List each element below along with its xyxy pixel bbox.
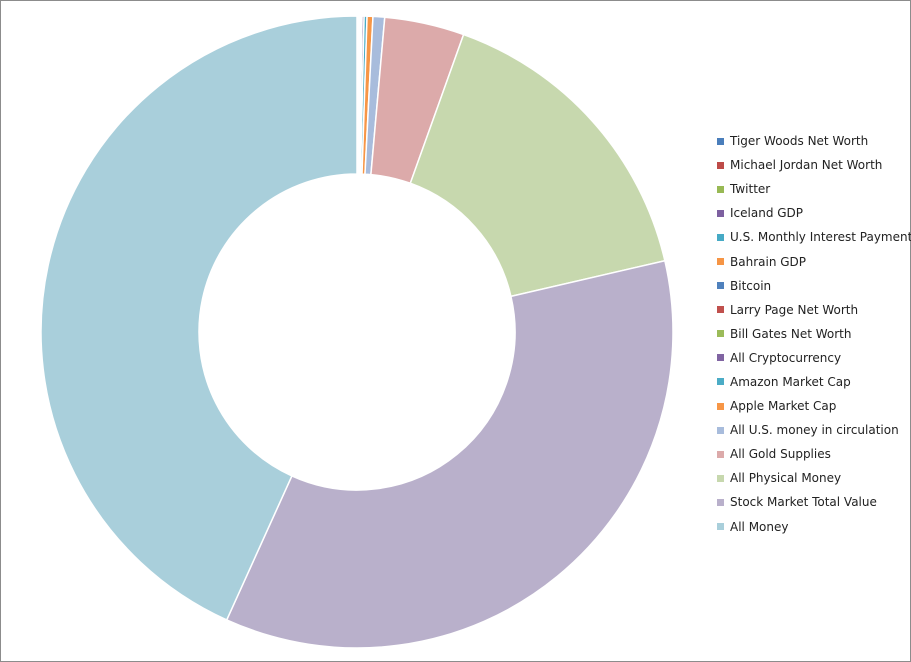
legend-label: Apple Market Cap [730,399,837,414]
legend-swatch [717,258,724,266]
legend-swatch [717,498,724,506]
legend-label: Twitter [730,182,771,197]
legend-label: Amazon Market Cap [730,374,851,389]
slice-all-money [40,15,358,621]
legend-swatch [717,450,724,458]
legend-item: Bahrain GDP [717,249,907,273]
slice-all-physical-money [409,33,666,298]
legend-label: Iceland GDP [730,206,804,221]
legend-swatch [717,137,724,145]
legend-swatch [717,209,724,217]
legend-swatch [717,474,724,482]
legend-label: All Gold Supplies [730,447,831,462]
legend-swatch [717,426,724,434]
legend-item: All Cryptocurrency [717,346,907,370]
legend-item: Michael Jordan Net Worth [717,153,907,177]
legend-swatch [717,354,724,362]
legend-item: All Physical Money [717,466,907,490]
legend-label: All Cryptocurrency [730,350,842,365]
legend-item: Bill Gates Net Worth [717,322,907,346]
legend-item: Twitter [717,177,907,201]
legend-label: Bahrain GDP [730,254,807,269]
legend-label: All Money [730,519,789,534]
legend-label: All Physical Money [730,471,842,486]
legend-label: Stock Market Total Value [730,495,877,510]
legend-swatch [717,282,724,290]
legend-label: Larry Page Net Worth [730,302,859,317]
legend-item: Iceland GDP [717,201,907,225]
legend-item: All U.S. money in circulation [717,418,907,442]
legend-item: Apple Market Cap [717,394,907,418]
legend-swatch [717,402,724,410]
legend-label: Michael Jordan Net Worth [730,158,883,173]
legend-item: Stock Market Total Value [717,490,907,514]
legend-label: U.S. Monthly Interest Payment [730,230,911,245]
legend-label: All U.S. money in circulation [730,423,899,438]
legend-item: Bitcoin [717,274,907,298]
legend-swatch [717,233,724,241]
legend-label: Tiger Woods Net Worth [730,134,869,149]
legend-swatch [717,523,724,531]
legend-label: Bitcoin [730,278,772,293]
legend-swatch [717,306,724,314]
slice-stock-market-total-value [225,259,674,649]
legend-swatch [717,330,724,338]
legend: Tiger Woods Net Worth Michael Jordan Net … [717,129,911,539]
legend-swatch [717,378,724,386]
legend-item: U.S. Monthly Interest Payment [717,225,911,249]
legend-item: Amazon Market Cap [717,370,907,394]
legend-swatch [717,161,724,169]
legend-swatch [717,185,724,193]
legend-item: Larry Page Net Worth [717,298,907,322]
legend-item: All Gold Supplies [717,442,907,466]
legend-label: Bill Gates Net Worth [730,326,852,341]
legend-item: Tiger Woods Net Worth [717,129,907,153]
legend-item: All Money [717,515,907,539]
